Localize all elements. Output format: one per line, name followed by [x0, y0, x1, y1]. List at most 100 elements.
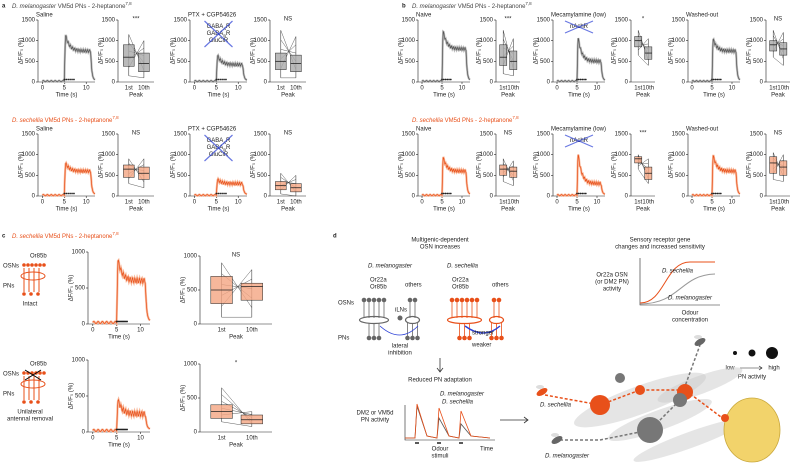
x-tick-label: 5: [440, 200, 444, 206]
y-tick-label: 0: [547, 194, 551, 200]
y-tick-label: 0: [625, 80, 629, 86]
paired-line: [638, 169, 649, 184]
species: D. melanogaster: [412, 4, 457, 10]
stimulus: [67, 78, 70, 81]
x-tick-label: 0: [420, 200, 424, 206]
box: [499, 44, 508, 66]
osn-label: OSNs: [3, 372, 19, 378]
x-axis-label: Peak: [771, 207, 786, 213]
stimulus: [73, 192, 75, 195]
fly-wing: [551, 433, 559, 437]
stimulus: [442, 192, 445, 195]
y-tick-label: 0: [82, 430, 86, 436]
condition: Washed-out: [686, 127, 718, 133]
y-tick-label: 1500: [102, 132, 116, 138]
x-tick-label: 0: [193, 86, 197, 92]
axes: [639, 258, 720, 306]
osn: [22, 263, 26, 267]
y-tick-label: 500: [105, 59, 116, 65]
y-tick-label: 1500: [480, 132, 494, 138]
y-tick-label: 1500: [254, 132, 268, 138]
pn: [29, 400, 33, 404]
trace: [691, 155, 741, 197]
significance: ***: [639, 131, 647, 137]
condition: Washed-out: [686, 13, 718, 19]
title-sup: 7,8: [525, 1, 532, 6]
x-tick-label: 5: [575, 86, 579, 92]
pn: [467, 335, 472, 341]
y-tick-label: 1500: [402, 18, 416, 24]
stimulus: [712, 192, 715, 195]
y-tick-label: 0: [682, 194, 686, 200]
pn: [489, 335, 494, 341]
stimulus: [217, 192, 220, 195]
species: D. melanogaster: [440, 392, 485, 398]
paired-line: [503, 181, 514, 186]
title-sup: 7,8: [125, 1, 132, 6]
y-tick-label: 1500: [750, 18, 764, 24]
arrow: [436, 358, 444, 373]
y-tick-label: 500: [540, 59, 551, 65]
x-axis-label: Peak: [229, 335, 244, 341]
y-tick-label: 500: [753, 59, 764, 65]
osn: [30, 263, 34, 267]
stimulus: [126, 320, 129, 323]
paired-line: [280, 49, 296, 54]
stimulus: [579, 192, 582, 195]
paired-line: [280, 193, 296, 197]
paired-line: [221, 421, 252, 427]
condition: PTX + CGP54626: [188, 127, 237, 133]
x-tick-label: 10th: [138, 86, 150, 92]
iln: [397, 315, 403, 321]
x-tick-label: 10th: [507, 200, 519, 206]
y-tick-label: 0: [112, 80, 116, 86]
box: [123, 164, 135, 178]
stimulus: [71, 78, 73, 81]
osn: [474, 297, 480, 303]
y-axis-label: ΔF/F₀ (%): [399, 38, 405, 65]
axes: [404, 405, 495, 441]
y-tick-label: 1000: [615, 152, 629, 158]
x-tick-label: 5: [215, 200, 219, 206]
x-tick-label: 1st: [499, 200, 507, 206]
x-axis-label: concentration: [672, 318, 708, 324]
osn: [412, 297, 418, 303]
osn: [407, 297, 413, 303]
pn: [405, 335, 410, 341]
trace: [194, 178, 248, 197]
osn: [371, 297, 377, 303]
y-tick-label: 500: [483, 59, 494, 65]
stimulus: [65, 78, 68, 81]
pn: [457, 335, 462, 341]
y-axis-label: ΔF/F₀ (%): [171, 152, 177, 179]
receptor-end: R: [226, 145, 231, 151]
osn: [366, 297, 372, 303]
x-tick-label: 10: [729, 200, 736, 206]
fly-wing: [694, 335, 702, 339]
stimulus: [719, 192, 722, 195]
significance: *: [235, 361, 238, 367]
x-tick-label: 5: [215, 86, 219, 92]
y-tick-label: 0: [760, 194, 764, 200]
y-axis-label: ΔF/F₀ (%): [477, 152, 483, 179]
y-tick-label: 0: [490, 194, 494, 200]
stimulus: [712, 78, 715, 81]
weaker: weaker: [471, 343, 491, 349]
legend-dot: [766, 347, 778, 359]
y-axis-label: ΔF/F₀ (%): [612, 152, 618, 179]
fruit: [723, 397, 781, 463]
significance: ***: [504, 17, 512, 23]
y-tick-label: 1000: [72, 358, 86, 364]
significance: NS: [232, 253, 240, 259]
lateral-inhibition: lateral: [392, 344, 408, 350]
fly: [536, 388, 548, 396]
y-tick-label: 500: [105, 173, 116, 179]
stimulus: [219, 192, 222, 195]
osn: [491, 297, 497, 303]
x-tick-label: 0: [91, 328, 95, 334]
receptor-base: GABA: [207, 138, 224, 144]
box: [779, 160, 788, 176]
stimulus: [711, 192, 713, 195]
stimulus: [442, 78, 445, 81]
stimulus: [215, 78, 218, 81]
